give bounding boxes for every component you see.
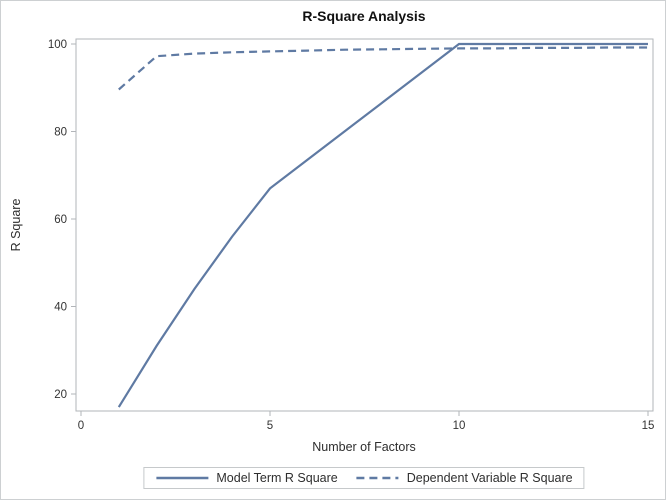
x-tick-label: 0 xyxy=(78,420,84,432)
series-lines xyxy=(117,42,648,408)
x-axis-label: Number of Factors xyxy=(312,440,416,454)
x-tick-label: 5 xyxy=(267,420,273,432)
y-tick-label: 20 xyxy=(54,389,67,401)
dashed-line-swatch xyxy=(356,476,399,480)
y-tick-label: 40 xyxy=(54,302,67,314)
y-tick-label: 60 xyxy=(54,214,67,226)
y-tick-label: 80 xyxy=(54,127,67,139)
y-axis-ticks: 20 40 60 80 100 xyxy=(48,39,76,401)
plot-frame xyxy=(75,38,654,412)
y-tick-label: 100 xyxy=(48,39,67,51)
legend: Model Term R Square Dependent Variable R… xyxy=(143,467,585,489)
dependent-variable-r-square-line xyxy=(118,46,648,91)
model-term-r-square-line xyxy=(117,42,648,408)
x-axis-ticks: 0 5 10 15 xyxy=(78,411,655,432)
chart-title: R-Square Analysis xyxy=(302,8,425,24)
y-axis-label: R Square xyxy=(9,199,23,252)
x-tick-label: 15 xyxy=(642,420,655,432)
x-tick-label: 10 xyxy=(453,420,466,432)
legend-item-dependent-variable: Dependent Variable R Square xyxy=(356,471,573,485)
solid-line-swatch xyxy=(156,476,209,480)
legend-label-dependent-variable: Dependent Variable R Square xyxy=(406,471,573,485)
legend-label-model-term: Model Term R Square xyxy=(216,471,338,485)
legend-item-model-term: Model Term R Square xyxy=(155,471,338,485)
